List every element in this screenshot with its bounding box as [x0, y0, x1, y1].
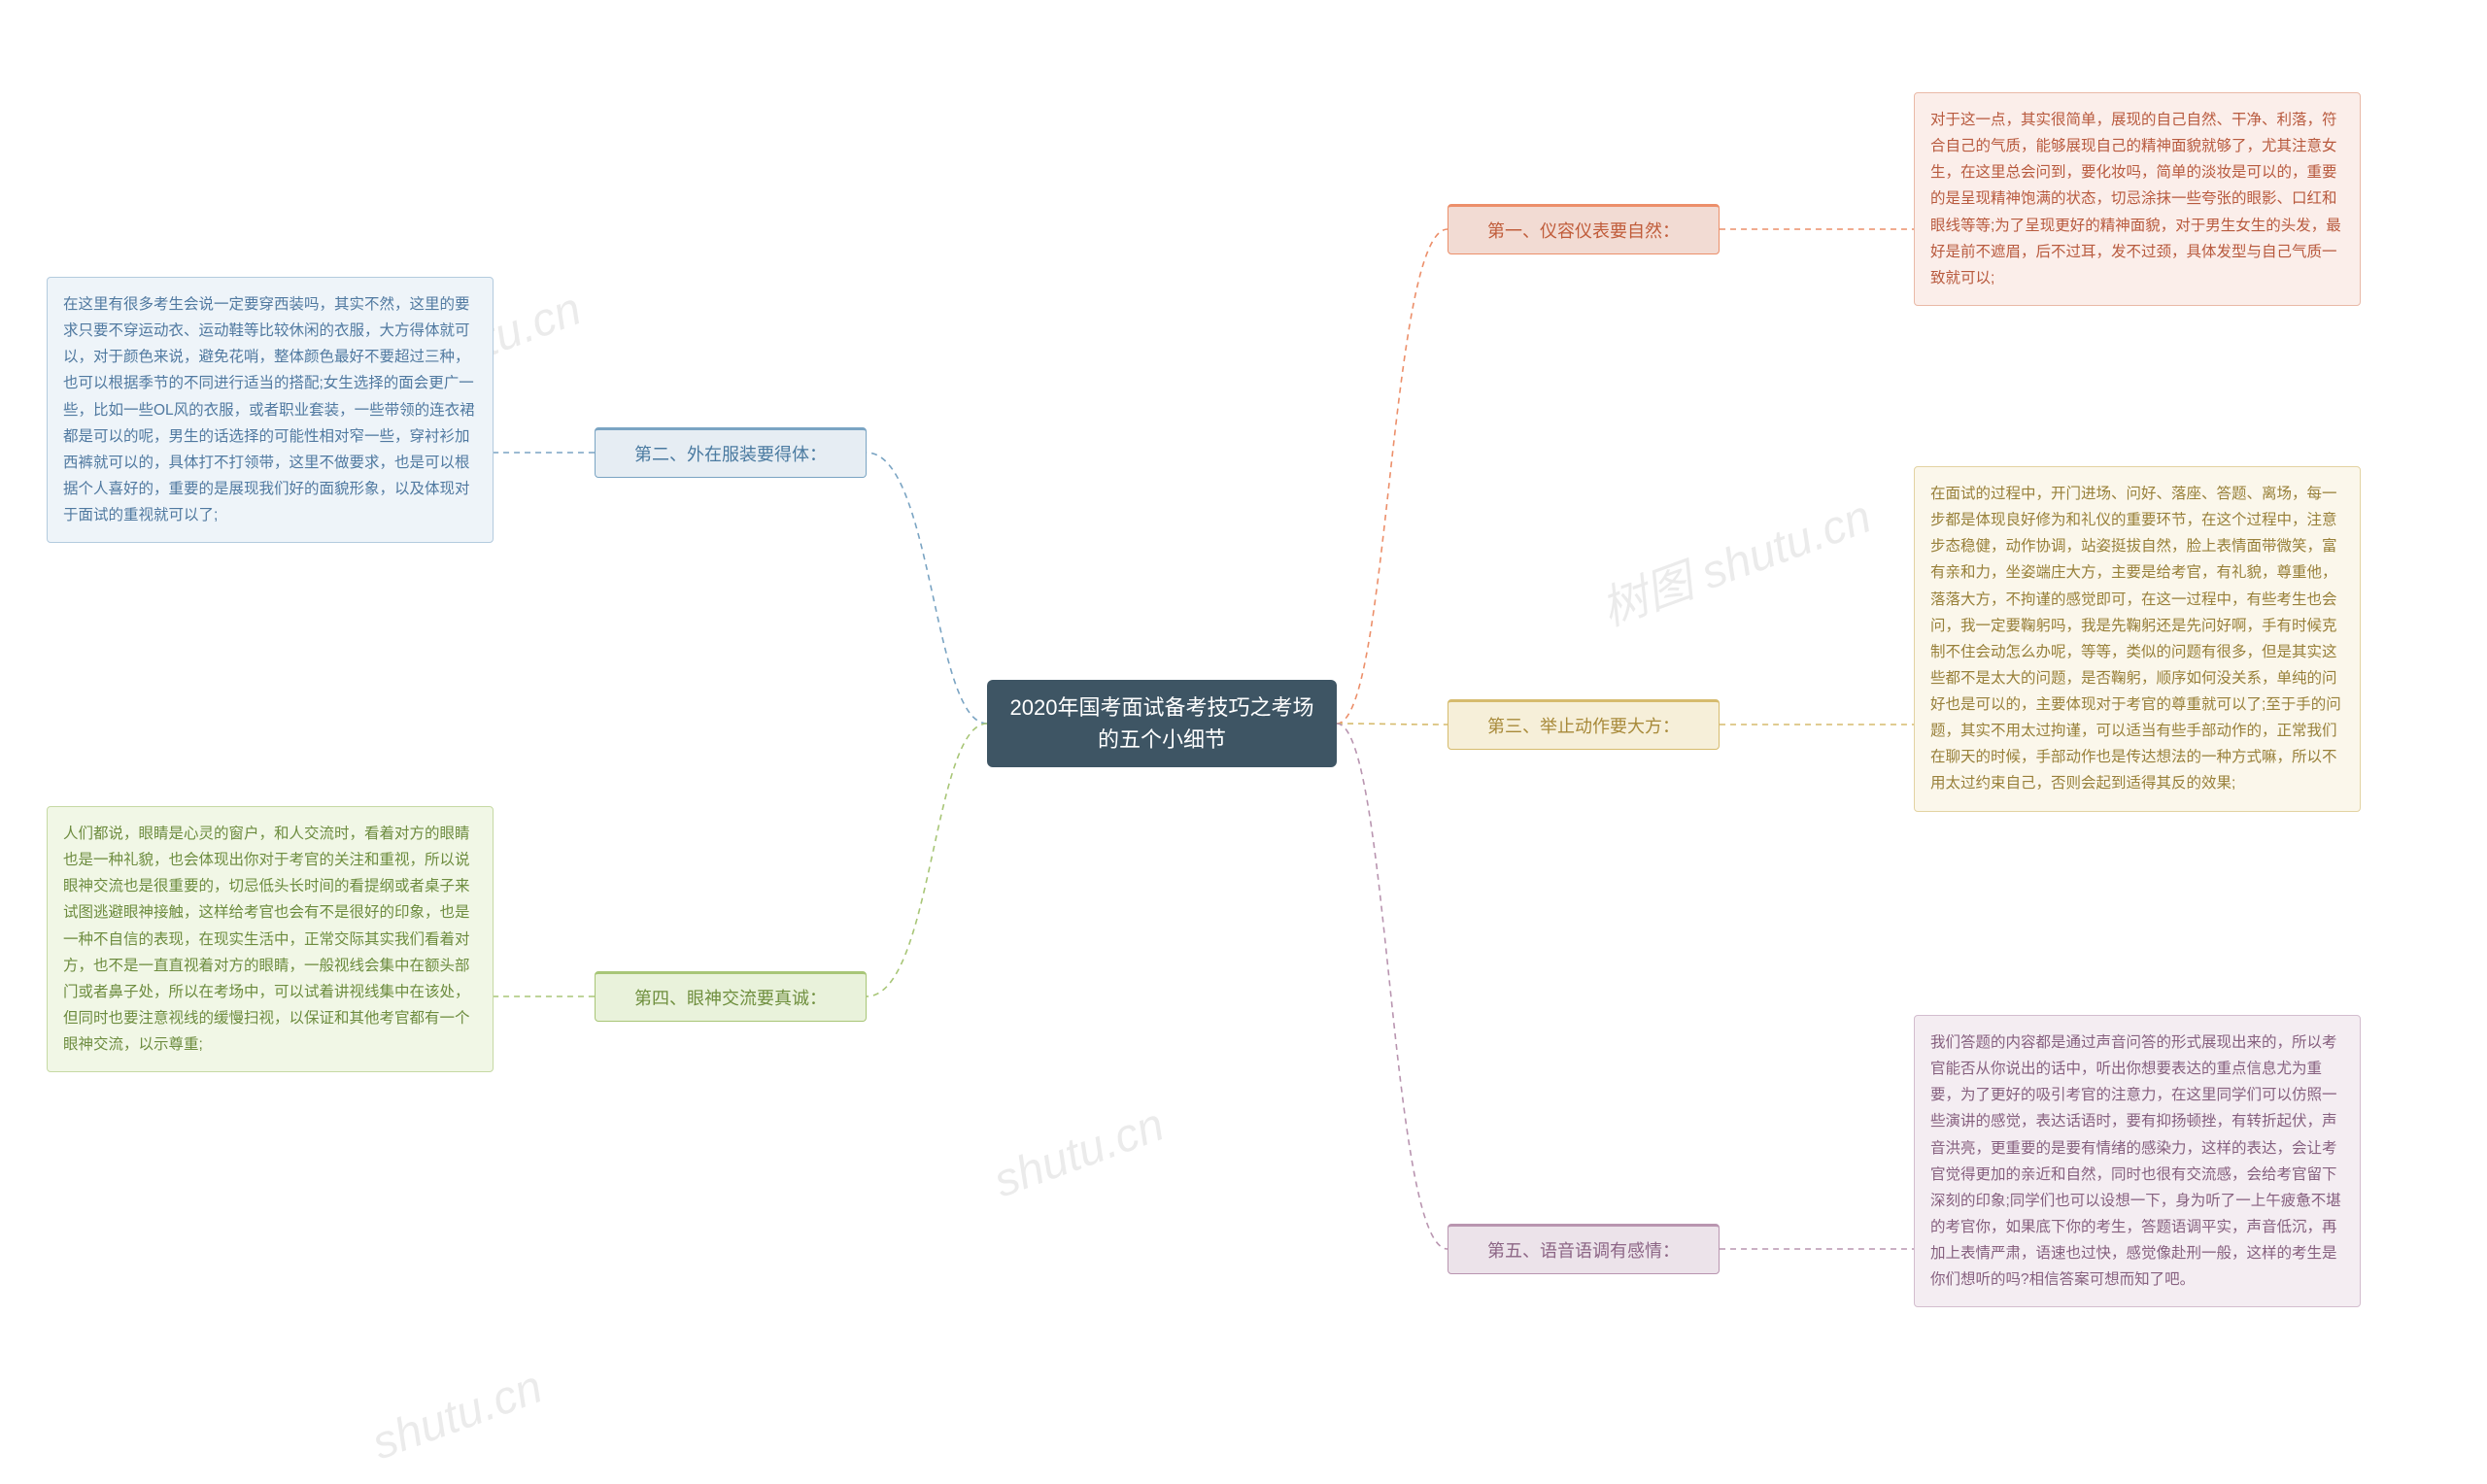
branch-node-1: 第一、仪容仪表要自然： [1448, 204, 1720, 254]
branch-node-4: 第四、眼神交流要真诚： [595, 971, 867, 1022]
branch-node-5: 第五、语音语调有感情： [1448, 1224, 1720, 1274]
center-node: 2020年国考面试备考技巧之考场的五个小细节 [987, 680, 1337, 767]
connector-b2 [867, 453, 987, 724]
detail-node-4: 人们都说，眼睛是心灵的窗户，和人交流时，看着对方的眼睛也是一种礼貌，也会体现出你… [47, 806, 494, 1072]
connector-b3 [1337, 724, 1448, 725]
branch-node-2: 第二、外在服装要得体： [595, 427, 867, 478]
watermark: shutu.cn [987, 1098, 1171, 1209]
detail-node-1: 对于这一点，其实很简单，展现的自己自然、干净、利落，符合自己的气质，能够展现自己… [1914, 92, 2361, 306]
connector-b5 [1337, 724, 1448, 1249]
connector-b4 [867, 724, 987, 996]
branch-node-3: 第三、举止动作要大方： [1448, 699, 1720, 750]
detail-node-2: 在这里有很多考生会说一定要穿西装吗，其实不然，这里的要求只要不穿运动衣、运动鞋等… [47, 277, 494, 543]
detail-node-3: 在面试的过程中，开门进场、问好、落座、答题、离场，每一步都是体现良好修为和礼仪的… [1914, 466, 2361, 812]
connector-b1 [1337, 229, 1448, 724]
watermark: 树图 shutu.cn [1590, 478, 1879, 638]
watermark: shutu.cn [365, 1361, 549, 1471]
detail-node-5: 我们答题的内容都是通过声音问答的形式展现出来的，所以考官能否从你说出的话中，听出… [1914, 1015, 2361, 1307]
